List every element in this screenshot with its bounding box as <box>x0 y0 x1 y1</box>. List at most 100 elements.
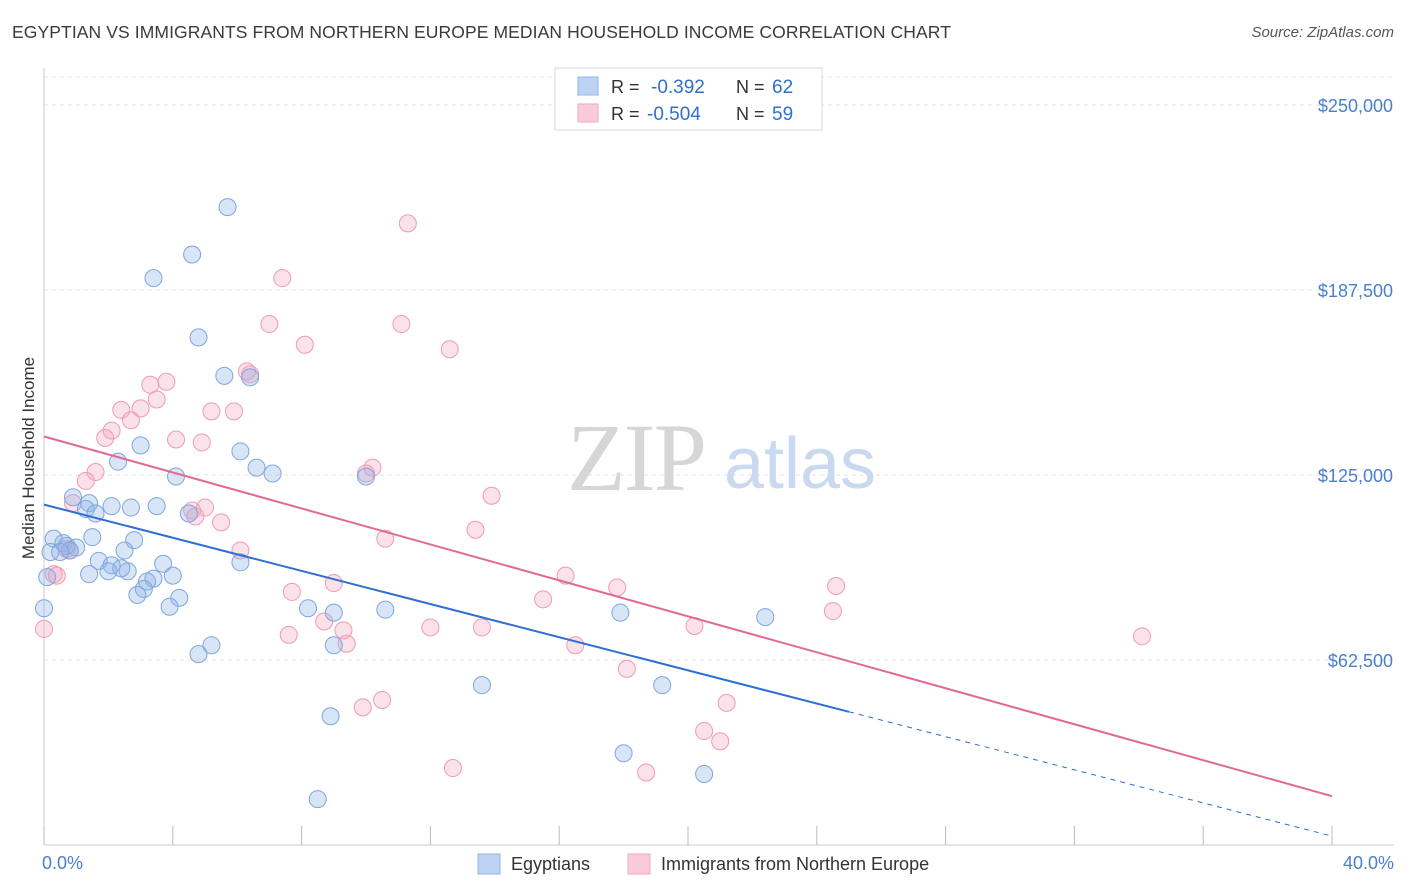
axes <box>43 68 1394 846</box>
point-egyptians <box>80 565 99 584</box>
point-egyptians <box>189 328 208 347</box>
point-egyptians <box>247 458 266 477</box>
point-northern-europe <box>637 763 656 782</box>
point-egyptians <box>218 198 237 217</box>
series-egyptians <box>35 198 775 809</box>
point-northern-europe <box>279 625 298 644</box>
legend: Egyptians Immigrants from Northern Europ… <box>477 853 929 875</box>
source-label: Source: ZipAtlas.com <box>1251 24 1394 41</box>
point-egyptians <box>321 707 340 726</box>
point-northern-europe <box>224 402 243 421</box>
point-egyptians <box>695 764 714 783</box>
point-northern-europe <box>1133 627 1152 646</box>
point-egyptians <box>472 676 491 695</box>
legend-label-egyptians: Egyptians <box>511 854 590 874</box>
point-northern-europe <box>167 430 186 449</box>
point-egyptians <box>35 599 53 618</box>
stats-swatch-northern-europe <box>577 103 599 123</box>
point-egyptians <box>80 494 99 513</box>
point-egyptians <box>324 603 343 622</box>
point-northern-europe <box>157 372 176 391</box>
point-egyptians <box>215 366 234 385</box>
point-northern-europe <box>608 578 627 597</box>
point-northern-europe <box>466 520 485 539</box>
point-egyptians <box>653 676 672 695</box>
point-northern-europe <box>711 732 730 751</box>
point-egyptians <box>115 541 134 560</box>
point-egyptians <box>179 504 198 523</box>
stats-r-value-2: -0.504 <box>647 104 701 125</box>
point-northern-europe <box>295 335 314 354</box>
point-egyptians <box>202 636 221 655</box>
point-northern-europe <box>392 315 411 334</box>
point-northern-europe <box>337 634 356 653</box>
point-northern-europe <box>373 690 392 709</box>
point-egyptians <box>189 645 208 664</box>
stats-box: R = -0.392 N = 62 R = -0.504 N = 59 <box>554 67 823 131</box>
point-egyptians <box>357 467 375 486</box>
stats-r-value-1: -0.392 <box>651 77 705 98</box>
point-egyptians <box>102 556 121 575</box>
point-egyptians <box>147 497 166 516</box>
point-northern-europe <box>212 513 231 532</box>
trend-line-egyptians-extrapolated <box>848 711 1333 837</box>
point-egyptians <box>41 542 60 561</box>
point-egyptians <box>160 597 179 616</box>
point-northern-europe <box>421 618 440 637</box>
point-egyptians <box>163 566 182 585</box>
point-egyptians <box>614 744 633 763</box>
point-northern-europe <box>131 399 150 418</box>
point-egyptians <box>51 542 70 561</box>
stats-n-value-1: 62 <box>772 77 793 98</box>
point-northern-europe <box>96 429 115 447</box>
y-tick-label: $250,000 <box>1318 96 1393 116</box>
point-northern-europe <box>35 619 53 638</box>
legend-swatch-northern-europe <box>627 853 651 875</box>
legend-label-northern-europe: Immigrants from Northern Europe <box>661 854 929 874</box>
trend-line-northern-europe <box>43 435 1333 798</box>
point-northern-europe <box>353 698 372 717</box>
x-tick-label: 0.0% <box>42 853 83 873</box>
stats-n-label-2: N = <box>736 104 765 124</box>
point-northern-europe <box>76 471 95 490</box>
point-egyptians <box>611 603 630 622</box>
point-egyptians <box>112 559 131 578</box>
point-egyptians <box>231 442 250 461</box>
point-northern-europe <box>556 566 575 585</box>
point-northern-europe <box>440 340 459 359</box>
x-tick-label: 40.0% <box>1343 853 1394 873</box>
point-egyptians <box>299 599 318 618</box>
legend-swatch-egyptians <box>477 853 501 875</box>
point-northern-europe <box>141 375 160 394</box>
point-northern-europe <box>534 590 553 609</box>
point-egyptians <box>167 467 186 486</box>
point-northern-europe <box>376 529 395 548</box>
y-tick-label: $62,500 <box>1328 651 1393 671</box>
zipatlas-watermark: ZIP atlas <box>567 404 876 511</box>
point-egyptians <box>183 245 202 264</box>
point-egyptians <box>376 600 395 619</box>
point-northern-europe <box>827 577 846 595</box>
point-northern-europe <box>147 390 166 409</box>
y-tick-label: $187,500 <box>1318 281 1393 301</box>
point-egyptians <box>756 608 775 627</box>
y-tick-label: $125,000 <box>1318 466 1393 486</box>
point-northern-europe <box>443 759 462 778</box>
point-northern-europe <box>717 693 736 712</box>
point-egyptians <box>144 269 163 288</box>
point-northern-europe <box>202 402 221 421</box>
stats-swatch-egyptians <box>577 76 599 96</box>
point-northern-europe <box>334 621 353 640</box>
point-egyptians <box>128 585 147 604</box>
watermark-zip: ZIP <box>567 404 705 511</box>
point-northern-europe <box>121 411 140 430</box>
point-egyptians <box>308 790 327 809</box>
point-egyptians <box>324 636 343 655</box>
point-northern-europe <box>282 582 301 601</box>
point-egyptians <box>63 488 82 507</box>
stats-n-label-1: N = <box>736 77 765 97</box>
stats-r-label-1: R = <box>611 77 640 97</box>
point-egyptians <box>231 553 250 572</box>
y-tick-labels: $62,500 $125,000 $187,500 $250,000 <box>1318 96 1393 671</box>
